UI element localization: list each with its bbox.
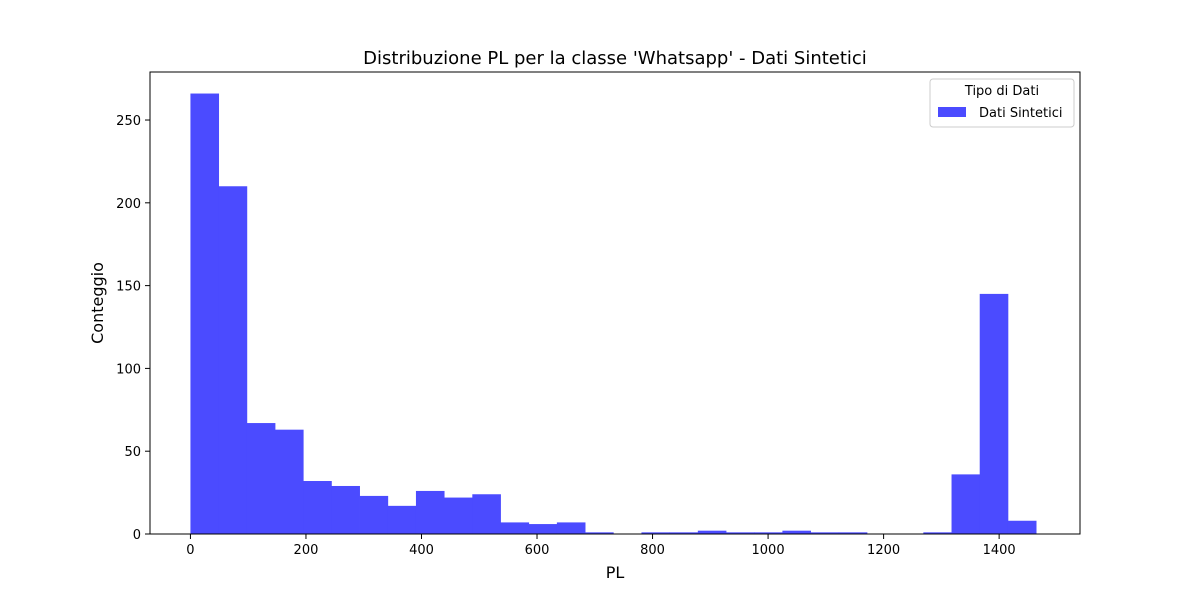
histogram-bar bbox=[1007, 520, 1037, 534]
histogram-bar bbox=[359, 495, 389, 534]
histogram-bar bbox=[669, 532, 699, 534]
x-tick-label: 1400 bbox=[983, 543, 1016, 558]
y-tick-label: 150 bbox=[116, 280, 141, 295]
histogram-bar bbox=[585, 532, 614, 534]
histogram-bar bbox=[838, 532, 868, 534]
x-axis-label: PL bbox=[606, 563, 625, 582]
legend-entry-label: Dati Sintetici bbox=[979, 106, 1062, 121]
histogram-bar bbox=[275, 429, 304, 534]
histogram-bar bbox=[726, 532, 755, 534]
y-axis-label: Conteggio bbox=[88, 262, 107, 344]
legend-swatch bbox=[938, 107, 966, 117]
histogram-bar bbox=[246, 423, 276, 534]
histogram-bar bbox=[387, 505, 417, 534]
histogram-bar bbox=[641, 532, 671, 534]
histogram-bar bbox=[500, 522, 530, 534]
x-tick-label: 1000 bbox=[752, 543, 785, 558]
histogram-bar bbox=[810, 532, 840, 534]
x-tick-label: 0 bbox=[186, 543, 194, 558]
y-tick-label: 250 bbox=[116, 114, 141, 129]
histogram-bar bbox=[556, 522, 586, 534]
histogram-bar bbox=[444, 497, 473, 534]
histogram-bar bbox=[190, 93, 220, 534]
legend: Tipo di Dati Dati Sintetici bbox=[929, 78, 1075, 128]
y-tick-label: 50 bbox=[124, 445, 141, 460]
legend-title: Tipo di Dati bbox=[964, 84, 1039, 99]
plot-frame bbox=[149, 71, 1081, 535]
x-tick-label: 200 bbox=[294, 543, 319, 558]
histogram-bar bbox=[697, 530, 727, 534]
histogram-bar bbox=[782, 530, 811, 534]
histogram-bar bbox=[951, 474, 981, 534]
x-axis-ticks: 0 200 400 600 800 1000 1200 1400 bbox=[186, 534, 1016, 558]
histogram-bar bbox=[218, 186, 248, 535]
bars-group bbox=[190, 93, 1037, 535]
x-tick-label: 600 bbox=[525, 543, 550, 558]
histogram-bar bbox=[979, 293, 1009, 534]
y-tick-label: 100 bbox=[116, 362, 141, 377]
y-tick-label: 0 bbox=[133, 528, 141, 543]
chart-title: Distribuzione PL per la classe 'Whatsapp… bbox=[363, 48, 867, 69]
x-tick-label: 400 bbox=[409, 543, 434, 558]
y-tick-label: 200 bbox=[116, 197, 141, 212]
x-tick-label: 1200 bbox=[867, 543, 900, 558]
histogram-bar bbox=[331, 485, 360, 534]
histogram-bar bbox=[415, 490, 445, 534]
histogram-bar bbox=[303, 481, 332, 534]
histogram-bar bbox=[472, 494, 501, 534]
histogram-bar bbox=[528, 524, 558, 534]
histogram-bar bbox=[754, 532, 783, 534]
histogram-bar bbox=[923, 532, 952, 534]
x-tick-label: 800 bbox=[640, 543, 665, 558]
y-axis-ticks: 0 50 100 150 200 250 bbox=[116, 114, 150, 543]
